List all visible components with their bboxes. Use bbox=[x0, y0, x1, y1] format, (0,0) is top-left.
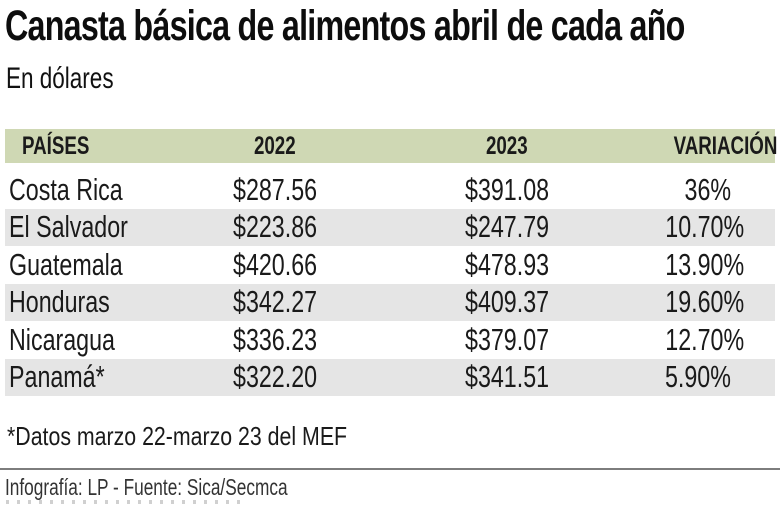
credit-text: Infografía: LP - Fuente: Sica/Secmca bbox=[5, 474, 288, 500]
page-title-text: Canasta básica de alimentos abril de cad… bbox=[5, 2, 685, 50]
column-header-variation: VARIACIÓN bbox=[673, 131, 778, 160]
value-2022-cell: $322.20 bbox=[232, 359, 318, 395]
header-gap bbox=[5, 163, 775, 171]
variation-cell: 5.90% bbox=[665, 359, 731, 395]
country-cell: Panamá* bbox=[9, 359, 105, 395]
value-2022-cell: $336.23 bbox=[232, 321, 318, 357]
value-2023-cell: $409.37 bbox=[464, 284, 550, 320]
country-cell: Costa Rica bbox=[9, 171, 123, 207]
table-header-row: PAÍSES 2022 2023 VARIACIÓN bbox=[5, 129, 778, 163]
page-title: Canasta básica de alimentos abril de cad… bbox=[5, 0, 780, 52]
value-2023-cell: $478.93 bbox=[464, 246, 550, 282]
value-2023-cell: $379.07 bbox=[464, 321, 550, 357]
cropped-text-remnant bbox=[6, 500, 241, 504]
table-row-costa-rica: Costa Rica $287.56 $391.08 36% bbox=[5, 171, 775, 209]
variation-cell: 19.60% bbox=[665, 284, 745, 320]
page-subtitle: En dólares bbox=[6, 62, 149, 96]
variation-cell: 36% bbox=[684, 171, 731, 207]
data-table: PAÍSES 2022 2023 VARIACIÓN Costa Rica $2… bbox=[5, 129, 778, 396]
value-2023-cell: $391.08 bbox=[464, 171, 550, 207]
value-2023-cell: $341.51 bbox=[464, 359, 550, 395]
value-2022-cell: $223.86 bbox=[232, 209, 318, 245]
table-row-honduras: Honduras $342.27 $409.37 19.60% bbox=[5, 283, 775, 321]
variation-cell: 12.70% bbox=[665, 321, 745, 357]
table-row-nicaragua: Nicaragua $336.23 $379.07 12.70% bbox=[5, 321, 775, 359]
country-cell: Guatemala bbox=[9, 246, 123, 282]
variation-cell: 10.70% bbox=[665, 209, 745, 245]
footer-divider bbox=[0, 468, 780, 470]
footnote: *Datos marzo 22-marzo 23 del MEF bbox=[7, 421, 422, 451]
credit-line: Infografía: LP - Fuente: Sica/Secmca bbox=[5, 474, 382, 500]
value-2023-cell: $247.79 bbox=[464, 209, 550, 245]
value-2022-cell: $287.56 bbox=[232, 171, 318, 207]
column-header-2023: 2023 bbox=[486, 131, 528, 160]
value-2022-cell: $342.27 bbox=[232, 284, 318, 320]
table-row-el-salvador: El Salvador $223.86 $247.79 10.70% bbox=[5, 208, 775, 246]
table-row-panama: Panamá* $322.20 $341.51 5.90% bbox=[5, 358, 775, 396]
country-cell: Honduras bbox=[9, 284, 110, 320]
column-header-2022: 2022 bbox=[254, 131, 296, 160]
column-header-countries: PAÍSES bbox=[22, 131, 90, 160]
country-cell: El Salvador bbox=[9, 209, 128, 245]
country-cell: Nicaragua bbox=[9, 321, 115, 357]
value-2022-cell: $420.66 bbox=[232, 246, 318, 282]
page-subtitle-text: En dólares bbox=[6, 62, 114, 95]
footnote-text: *Datos marzo 22-marzo 23 del MEF bbox=[7, 421, 348, 451]
variation-cell: 13.90% bbox=[665, 246, 745, 282]
table-row-guatemala: Guatemala $420.66 $478.93 13.90% bbox=[5, 246, 775, 284]
